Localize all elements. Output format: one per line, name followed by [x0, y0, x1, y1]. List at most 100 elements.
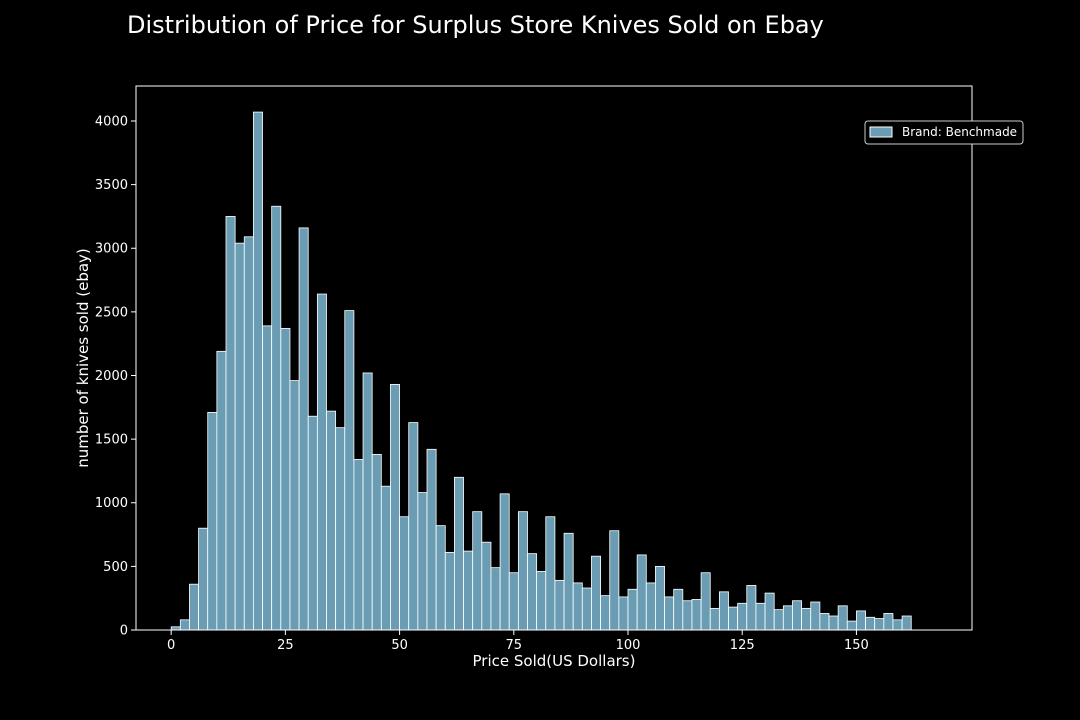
histogram-bar — [691, 599, 702, 631]
histogram-bar — [600, 595, 611, 631]
histogram-bar — [828, 615, 839, 631]
histogram-bar — [792, 600, 803, 631]
histogram-bar — [207, 411, 218, 631]
histogram-bar — [490, 567, 501, 631]
bars-group — [170, 111, 912, 631]
histogram-bar — [335, 427, 346, 631]
x-tick-label: 25 — [277, 638, 294, 653]
histogram-bar — [563, 532, 574, 631]
x-axis-label: Price Sold(US Dollars) — [473, 652, 636, 670]
histogram-bar — [636, 554, 647, 631]
histogram-bar — [408, 422, 419, 631]
histogram-bar — [481, 541, 492, 631]
histogram-bar — [572, 582, 583, 631]
histogram-bar — [591, 555, 601, 631]
histogram-bar — [216, 350, 227, 631]
histogram-bar — [454, 476, 464, 631]
x-tick-label: 100 — [616, 638, 641, 653]
y-axis-label: number of knives sold (ebay) — [74, 248, 92, 468]
histogram-bar — [709, 607, 720, 631]
histogram-bar — [463, 550, 474, 631]
x-tick-label: 0 — [167, 638, 175, 653]
histogram-bar — [499, 493, 510, 631]
histogram-bar — [253, 111, 263, 631]
x-tick-label: 50 — [391, 638, 408, 653]
histogram-bar — [819, 613, 830, 631]
histogram-bar — [581, 587, 592, 631]
plot-frame — [135, 85, 973, 631]
histogram-bar — [883, 613, 894, 631]
histogram-bar — [682, 600, 693, 631]
histogram-bar — [782, 605, 793, 631]
y-tick-label: 2000 — [95, 369, 128, 384]
histogram-bar — [655, 565, 665, 631]
histogram-bar — [810, 601, 821, 631]
histogram-bar — [262, 325, 273, 631]
histogram-bar — [627, 588, 638, 631]
histogram-bar — [307, 415, 318, 631]
x-tick-label: 150 — [844, 638, 869, 653]
y-tick-label: 4000 — [95, 114, 128, 129]
histogram-bar — [892, 619, 903, 631]
histogram-bar — [390, 384, 400, 631]
y-axis: 0 500 1000 1500 2000 2500 3000 3500 4000 — [95, 114, 136, 639]
histogram-bar — [179, 619, 190, 631]
histogram-bar — [746, 585, 757, 631]
histogram-bar — [344, 310, 355, 631]
x-tick-label: 75 — [506, 638, 523, 653]
histogram-bar — [353, 459, 364, 631]
histogram-bar — [773, 609, 784, 631]
histogram-bar — [243, 236, 254, 631]
histogram-bar — [362, 372, 373, 631]
histogram-bar — [426, 448, 437, 631]
histogram-bar — [472, 511, 483, 631]
y-tick-label: 500 — [103, 560, 128, 575]
histogram-bar — [718, 591, 729, 631]
legend-label: Brand: Benchmade — [902, 125, 1017, 139]
histogram-bar — [837, 605, 848, 631]
histogram-bar — [417, 492, 428, 631]
histogram-bar — [444, 551, 455, 631]
histogram-bar — [399, 516, 410, 631]
histogram-bar — [536, 571, 547, 631]
histogram-bar — [545, 516, 556, 631]
histogram-bar — [846, 620, 857, 631]
histogram-bar — [801, 607, 812, 631]
histogram-bar — [371, 453, 382, 631]
histogram-bar — [508, 572, 519, 631]
legend-box — [864, 120, 1024, 145]
histogram-bar — [764, 592, 775, 631]
histogram-bar — [280, 328, 291, 631]
y-tick-label: 2500 — [95, 305, 128, 320]
histogram-bar — [755, 602, 766, 631]
histogram-bar — [316, 293, 327, 631]
y-tick-label: 1000 — [95, 496, 128, 511]
histogram-bar — [198, 527, 209, 631]
histogram-bar — [271, 205, 282, 631]
histogram-bar — [645, 582, 656, 631]
histogram-bar — [856, 610, 866, 631]
histogram-bar — [609, 530, 620, 631]
histogram-bar — [234, 242, 245, 631]
histogram-bar — [901, 615, 912, 631]
histogram-bar — [289, 380, 300, 631]
histogram-bar — [554, 579, 565, 631]
histogram-bar — [737, 602, 748, 631]
histogram-bar — [435, 525, 446, 631]
histogram-bar — [673, 588, 684, 631]
histogram-bar — [728, 606, 739, 631]
y-tick-label: 1500 — [95, 433, 128, 448]
y-tick-label: 3000 — [95, 242, 128, 257]
histogram-bar — [618, 596, 629, 631]
histogram-bar — [225, 216, 236, 631]
histogram-bar — [700, 572, 711, 631]
histogram-bar — [517, 511, 528, 631]
histogram-bar — [380, 485, 391, 631]
x-axis: 0 25 50 75 100 125 150 — [167, 630, 869, 653]
histogram-bar — [189, 583, 199, 631]
y-tick-label: 3500 — [95, 178, 128, 193]
x-tick-label: 125 — [730, 638, 755, 653]
histogram-bar — [527, 553, 538, 631]
chart-title: Distribution of Price for Surplus Store … — [127, 11, 824, 39]
